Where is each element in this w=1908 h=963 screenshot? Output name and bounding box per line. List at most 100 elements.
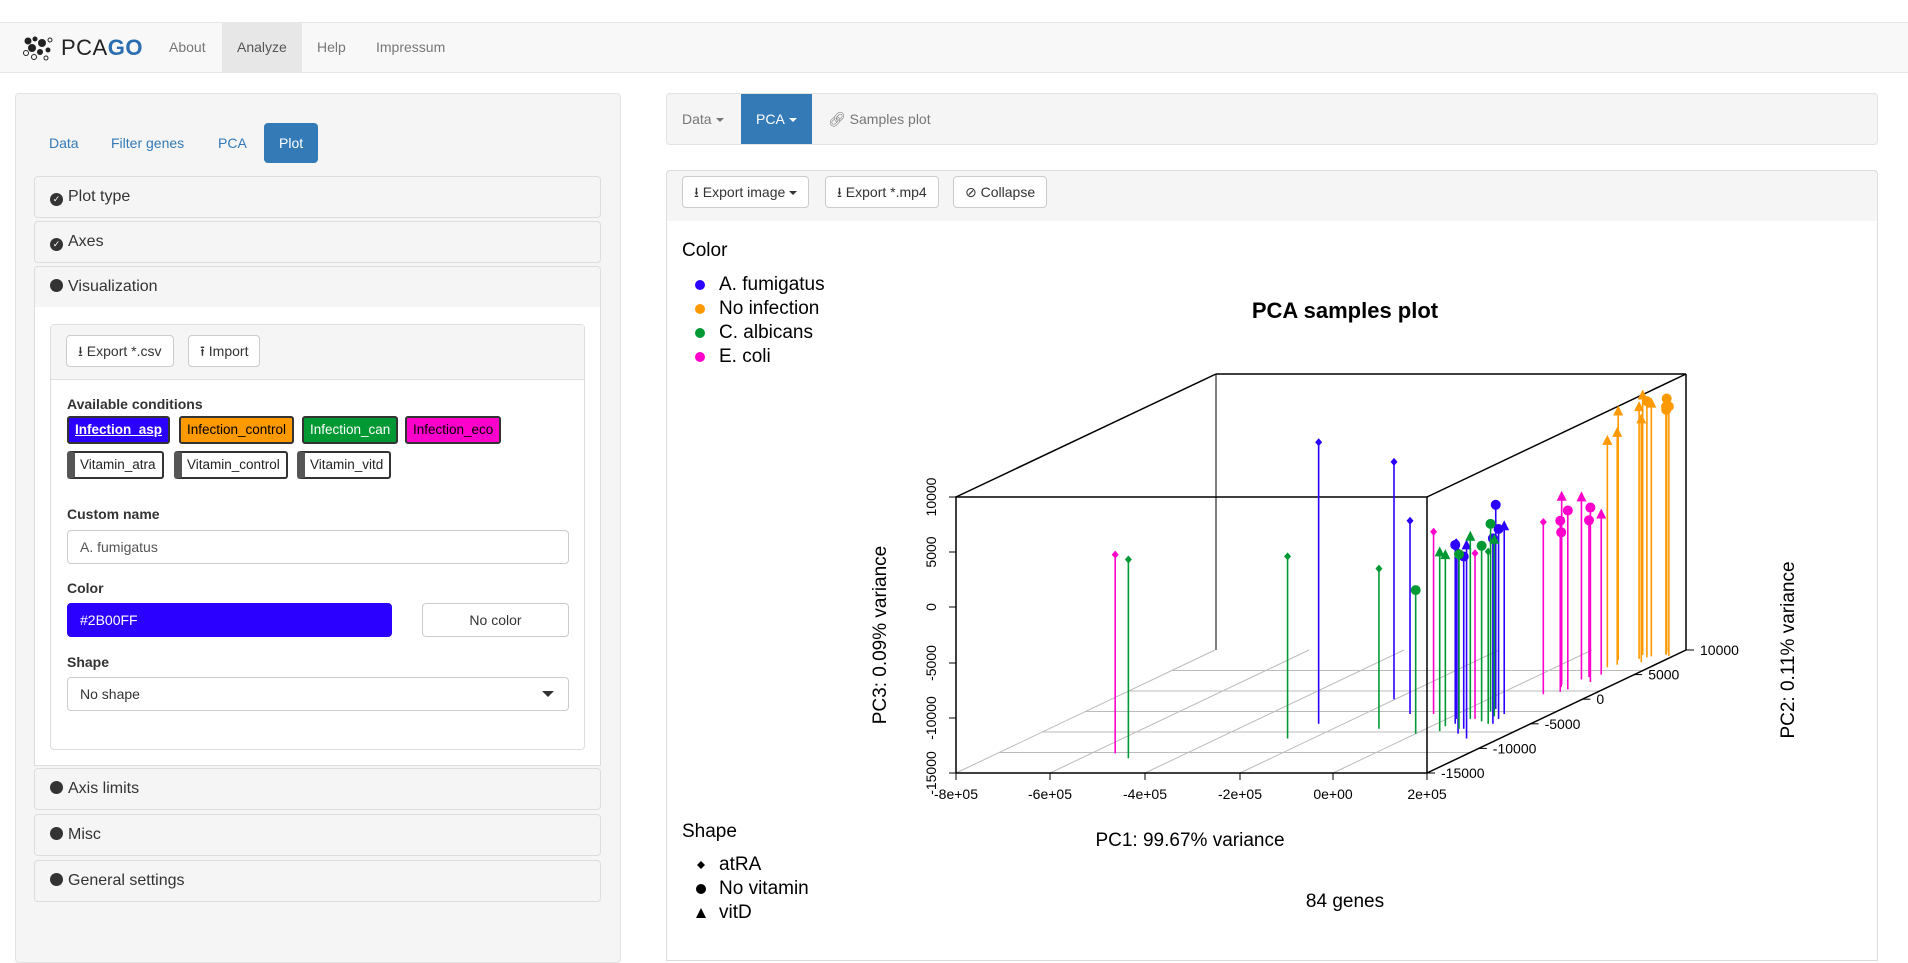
shape-label: Shape	[67, 654, 110, 670]
data-point	[1465, 530, 1476, 541]
link-icon: 🔗︎	[828, 111, 846, 127]
color-swatch	[695, 280, 705, 290]
condition-infection-control[interactable]: Infection_control	[179, 416, 295, 444]
import-label: Import	[208, 343, 249, 359]
tab-data[interactable]: Data	[49, 135, 79, 151]
color-swatch	[695, 328, 705, 338]
circle-icon	[696, 884, 706, 894]
data-point	[1555, 515, 1566, 526]
export-csv-label: Export *.csv	[86, 343, 162, 359]
nav-impressum[interactable]: Impressum	[376, 39, 446, 55]
data-point	[1461, 539, 1472, 550]
data-point	[1576, 491, 1587, 502]
tab-filter-genes[interactable]: Filter genes	[111, 135, 185, 151]
circle-icon	[50, 781, 63, 794]
z-tick-label: 5000	[923, 536, 939, 567]
condition-vitamin-control[interactable]: Vitamin_control	[174, 451, 288, 479]
data-point	[1111, 550, 1119, 559]
pca-samples-chart: PCA samples plot 84 genes -8e+05 -6e+05 -4e+…	[870, 298, 1799, 912]
z-tick-label: 10000	[923, 477, 939, 516]
export-csv-button[interactable]: ⭳ Export *.csv	[66, 335, 174, 367]
collapse-button[interactable]: ⊘ Collapse	[953, 176, 1048, 208]
circle-icon	[50, 873, 63, 886]
y-tick-label: 0	[1596, 691, 1604, 707]
data-point	[1489, 533, 1500, 544]
data-point	[1612, 426, 1623, 437]
import-button[interactable]: ⭱ Import	[188, 335, 261, 367]
caret-down-icon	[789, 191, 798, 195]
color-input[interactable]: #2B00FF	[67, 603, 392, 637]
tab-pca[interactable]: PCA	[218, 135, 247, 151]
section-label: Visualization	[68, 278, 158, 295]
output-tabs-bar	[666, 93, 1878, 145]
data-point	[1596, 508, 1607, 519]
box-edge	[1426, 649, 1687, 774]
brand-text: PCAGO	[61, 35, 143, 60]
condition-infection-can[interactable]: Infection_can	[302, 416, 399, 444]
data-point	[1556, 527, 1567, 538]
x-tick-label: -4e+05	[1123, 786, 1167, 802]
data-point	[1613, 405, 1624, 416]
x-tick-label: -8e+05	[934, 786, 978, 802]
tab-pca-output[interactable]: PCA	[741, 94, 812, 144]
data-point	[1562, 505, 1573, 516]
data-point	[1450, 539, 1461, 550]
available-conditions-label: Available conditions	[67, 396, 203, 412]
section-label: Axis limits	[68, 780, 140, 797]
data-point	[1556, 490, 1567, 501]
section-general-settings[interactable]: General settings	[34, 860, 601, 902]
condition-vitamin-atra[interactable]: Vitamin_atra	[67, 451, 164, 479]
no-color-button[interactable]: No color	[422, 603, 569, 637]
data-point	[1434, 546, 1445, 557]
custom-name-input[interactable]: A. fumigatus	[67, 530, 569, 564]
color-swatch	[695, 352, 705, 362]
section-axis-limits[interactable]: Axis limits	[34, 768, 601, 810]
section-label: Plot type	[68, 188, 131, 205]
data-point	[1583, 515, 1594, 526]
y-tick-label: -10000	[1493, 740, 1537, 756]
circle-icon	[50, 279, 63, 292]
data-point	[1471, 549, 1479, 558]
data-point	[1410, 585, 1421, 596]
export-mp4-button[interactable]: ⭳ Export *.mp4	[825, 176, 939, 208]
nav-help[interactable]: Help	[317, 39, 346, 55]
x-axis-label: PC1: 99.67% variance	[1095, 830, 1284, 851]
chart-subtitle: 84 genes	[1306, 891, 1384, 912]
nav-about[interactable]: About	[169, 39, 206, 55]
data-point	[1284, 552, 1292, 561]
export-image-button[interactable]: ⭳ Export image	[682, 176, 810, 208]
condition-vitamin-vitd[interactable]: Vitamin_vitd	[297, 451, 392, 479]
box-edge	[955, 373, 1217, 498]
shape-select[interactable]: No shape	[67, 677, 569, 711]
data-point	[1634, 401, 1645, 412]
z-tick-label: 0	[923, 603, 939, 611]
y-tick-label: 5000	[1648, 667, 1679, 683]
section-label: Misc	[68, 826, 101, 843]
condition-infection-asp[interactable]: Infection_asp	[67, 416, 171, 444]
download-icon: ⭳	[78, 343, 83, 359]
y-tick-label: 10000	[1700, 642, 1739, 658]
section-visualization[interactable]: Visualization	[34, 266, 601, 308]
x-tick-label: 0e+00	[1313, 786, 1353, 802]
data-point	[1602, 434, 1613, 445]
tab-data-output[interactable]: Data	[667, 94, 739, 144]
brand[interactable]: PCAGO	[20, 33, 143, 63]
download-icon: ⭳	[837, 184, 842, 200]
section-misc[interactable]: Misc	[34, 814, 601, 856]
circle-icon	[50, 827, 63, 840]
tab-plot[interactable]: Plot	[264, 123, 319, 163]
chevron-down-icon	[542, 691, 554, 697]
z-tick-label: -10000	[923, 696, 939, 740]
section-axes[interactable]: ✓ Axes	[34, 221, 601, 263]
data-point	[1585, 502, 1596, 513]
data-point	[1430, 527, 1438, 536]
custom-name-label: Custom name	[67, 506, 160, 522]
tab-samples-plot[interactable]: 🔗︎ Samples plot	[828, 111, 931, 127]
data-point	[1493, 523, 1504, 534]
condition-infection-eco[interactable]: Infection_eco	[405, 416, 502, 444]
y-axis-label: PC2: 0.11% variance	[1778, 561, 1799, 738]
data-point	[1315, 438, 1323, 447]
data-point	[1490, 499, 1501, 510]
nav-analyze[interactable]: Analyze	[222, 23, 302, 72]
section-plot-type[interactable]: ✓ Plot type	[34, 176, 601, 218]
